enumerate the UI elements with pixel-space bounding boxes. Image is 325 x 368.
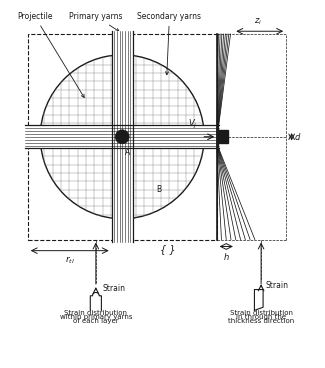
Text: { }: { } [160,244,176,254]
Bar [25,125,219,148]
Text: of each layer: of each layer [73,318,119,324]
Text: thickness direction: thickness direction [228,318,294,324]
Text: within primary yarns: within primary yarns [59,314,132,320]
Text: in through the: in through the [236,314,286,320]
Text: B: B [156,185,161,194]
Bar [112,31,133,242]
Text: Projectile: Projectile [17,12,84,98]
Text: $z_i$: $z_i$ [254,17,262,27]
Text: $r_{tl}$: $r_{tl}$ [65,255,75,266]
Text: Secondary yarns: Secondary yarns [137,12,202,75]
Text: Primary yarns: Primary yarns [69,12,123,31]
Text: Strain: Strain [103,284,126,293]
Text: $d$: $d$ [294,131,301,142]
Text: $V_j$: $V_j$ [188,118,198,131]
Text: $h$: $h$ [223,251,229,262]
Circle shape [115,130,129,144]
Bar [28,34,217,240]
Text: Strain: Strain [265,281,288,290]
Bar [217,130,228,144]
Text: A: A [125,148,130,157]
Text: Strain distribution: Strain distribution [64,309,127,315]
Text: Strain distribution: Strain distribution [229,309,292,315]
